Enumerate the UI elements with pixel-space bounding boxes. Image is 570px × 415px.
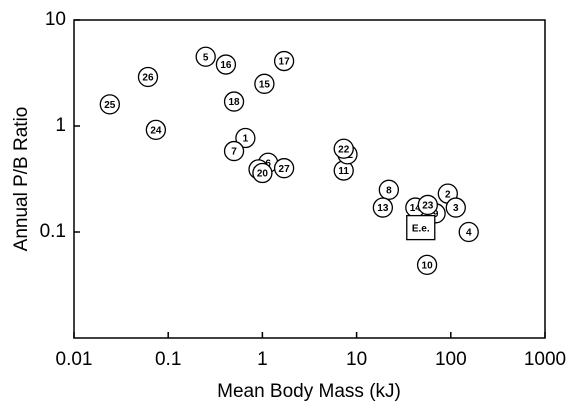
- point: [99, 94, 120, 115]
- point-label: 4: [466, 228, 472, 239]
- reference-label: E.e.: [412, 223, 430, 234]
- point-label: 18: [228, 97, 240, 108]
- point: [333, 138, 354, 159]
- point: [235, 127, 256, 149]
- point: [254, 73, 275, 94]
- point: [215, 54, 237, 75]
- point-label: 1: [243, 134, 249, 145]
- point: [223, 140, 245, 162]
- point-label: 22: [338, 144, 350, 155]
- y-tick-label: 0.1: [40, 221, 66, 242]
- point-label: 3: [453, 203, 459, 214]
- point: [137, 66, 159, 88]
- point-label: 23: [422, 201, 434, 212]
- point: [273, 50, 295, 72]
- point: [372, 197, 394, 218]
- point-label: 2: [445, 189, 451, 200]
- y-tick-label: 10: [45, 9, 66, 30]
- x-axis-title: Mean Body Mass (kJ): [217, 381, 401, 402]
- point-label: 15: [259, 79, 271, 90]
- x-tick-label: 1: [257, 349, 268, 370]
- point-label: 16: [220, 60, 232, 71]
- point-label: 6: [265, 158, 271, 169]
- y-axis-title: Annual P/B Ratio: [11, 107, 32, 252]
- point-label: 11: [338, 166, 349, 177]
- point-label: 17: [279, 57, 291, 68]
- x-tick-label: 100: [435, 349, 467, 370]
- y-tick-label: 1: [55, 115, 66, 136]
- point-label: 20: [257, 169, 269, 180]
- point-label: 5: [203, 52, 209, 63]
- x-tick-label: 0.01: [56, 349, 93, 370]
- point-label: 26: [142, 73, 154, 84]
- point: [273, 158, 295, 179]
- point-label: 24: [150, 125, 162, 136]
- point-label: 7: [231, 147, 237, 158]
- point-label: 9: [433, 209, 439, 220]
- point: [223, 91, 245, 112]
- point-label: 14: [410, 203, 422, 214]
- point-label: 25: [104, 100, 116, 111]
- x-tick-label: 1000: [524, 349, 566, 370]
- point-label: 27: [279, 164, 291, 175]
- x-tick-label: 10: [346, 349, 367, 370]
- point: [416, 254, 438, 275]
- point: [145, 119, 167, 140]
- plot-frame: [73, 19, 546, 339]
- point-label: 8: [386, 185, 392, 196]
- point: [458, 221, 479, 243]
- point: [195, 46, 216, 67]
- point: [445, 197, 466, 218]
- point: [378, 179, 400, 200]
- point-label: 10: [422, 260, 434, 271]
- reference-point: [406, 214, 436, 241]
- point: [417, 194, 438, 216]
- x-tick-label: 0.1: [155, 349, 181, 370]
- point-label: 13: [377, 203, 389, 214]
- point: [252, 162, 273, 184]
